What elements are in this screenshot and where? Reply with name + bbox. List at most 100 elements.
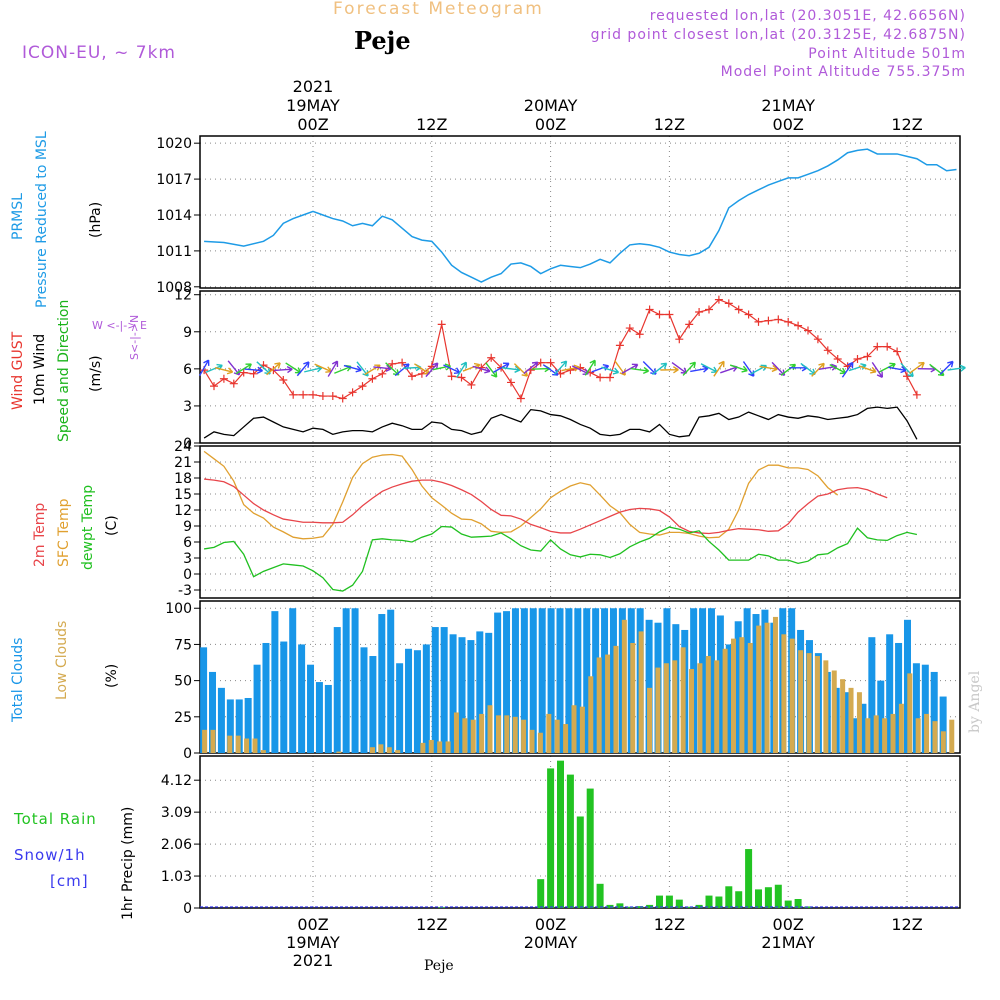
gust-point — [309, 390, 317, 399]
wind-direction-arrow-shape — [591, 363, 610, 373]
bottom-time-label: 12Z — [891, 915, 922, 934]
total-cloud-bar — [458, 637, 466, 753]
low-cloud-bar — [546, 713, 552, 753]
gust-point — [813, 335, 822, 344]
y-tick-label: -3 — [178, 583, 192, 599]
low-cloud-bar — [949, 719, 955, 753]
low-cloud-bar — [865, 718, 871, 753]
wind-direction-arrow — [198, 359, 210, 376]
gust-point — [447, 372, 456, 381]
gust-point — [784, 317, 793, 326]
rain-bar — [715, 896, 723, 908]
gust-point — [328, 392, 337, 401]
chart-title: Forecast Meteogram — [333, 0, 544, 19]
wind-direction-arrow — [501, 365, 521, 373]
total-cloud-bar — [387, 609, 395, 753]
gust-point — [734, 305, 743, 314]
gust-point — [744, 310, 753, 319]
wind-direction-arrow-shape — [682, 361, 697, 376]
low-cloud-bar — [689, 669, 695, 753]
wind-direction-arrow-shape — [858, 365, 877, 374]
total-cloud-bar — [503, 611, 511, 753]
total-cloud-bar — [476, 631, 484, 753]
y-tick-label: 3.09 — [161, 805, 192, 821]
total-cloud-bar — [280, 641, 288, 753]
y-tick-label: 21 — [174, 455, 192, 471]
top-time-label: 20MAY — [524, 96, 578, 115]
y-tick-label: 2.06 — [161, 837, 192, 853]
top-time-label: 21MAY — [761, 96, 815, 115]
total-cloud-bar — [743, 608, 751, 753]
total-cloud-bar — [315, 682, 323, 753]
gust-point — [665, 310, 674, 319]
low-cloud-bar — [462, 718, 468, 753]
y-tick-label: 0 — [183, 436, 192, 452]
total-cloud-bar — [734, 621, 742, 753]
wind-direction-arrow-shape — [841, 361, 854, 378]
wind-direction-arrow — [713, 360, 725, 377]
wind-direction-arrow-shape — [909, 361, 925, 374]
y-tick-label: 9 — [183, 325, 192, 341]
wind-direction-arrow — [651, 362, 668, 375]
rain-bar — [656, 895, 663, 908]
gust-point — [457, 373, 466, 382]
top-time-label: 00Z — [773, 115, 804, 134]
low-cloud-bar — [823, 660, 829, 753]
gust-point — [338, 394, 347, 403]
total-cloud-bar — [886, 634, 894, 753]
low-cloud-bar — [252, 738, 258, 753]
low-cloud-bar — [940, 731, 946, 753]
low-cloud-bar — [840, 679, 846, 753]
rain-bar — [576, 816, 584, 908]
total-cloud-bar — [895, 642, 903, 753]
wind-direction-arrow-shape — [373, 364, 392, 372]
low-cloud-bar — [437, 741, 443, 753]
low-cloud-bar — [789, 638, 795, 753]
requested-coords: requested lon,lat (20.3051E, 42.6656N) — [649, 8, 966, 24]
gust-point — [606, 373, 614, 382]
gust-point — [853, 354, 862, 363]
wind-direction-arrow — [601, 366, 620, 375]
wind-direction-arrow — [553, 360, 568, 376]
low-cloud-bar — [613, 645, 619, 753]
y-tick-label: 1008 — [156, 280, 192, 296]
y-tick-label: 3 — [183, 399, 192, 415]
gust-point — [299, 390, 308, 399]
total-cloud-bar — [226, 699, 234, 753]
low-cloud-bar — [831, 670, 837, 753]
bottom-time-label: 12Z — [416, 915, 447, 934]
gust-point — [883, 342, 892, 351]
total-cloud-bar — [520, 608, 528, 753]
gust-point — [675, 335, 684, 344]
rain-legend: Total Rain — [14, 810, 97, 828]
gust-point — [685, 320, 694, 329]
gust-point — [714, 295, 723, 304]
total-cloud-bar — [547, 608, 555, 753]
rain-bar — [596, 883, 604, 908]
low-cloud-bar — [244, 738, 250, 753]
wind-direction-arrow-shape — [780, 363, 797, 376]
gust-point — [596, 373, 605, 382]
low-cloud-bar — [722, 648, 728, 753]
gust-point — [566, 366, 575, 375]
y-tick-label: 1014 — [156, 208, 192, 224]
low-cloud-bar — [495, 715, 501, 753]
low-cloud-bar — [924, 713, 930, 753]
total-cloud-bar — [574, 608, 582, 753]
wind-direction-arrow-shape — [485, 362, 498, 378]
bottom-time-label: 00Z — [773, 915, 804, 934]
top-time-label: 12Z — [891, 115, 922, 134]
total-cloud-bar — [324, 684, 332, 753]
gust-point — [625, 324, 634, 333]
bottom-time-label: 12Z — [654, 915, 685, 934]
wind-direction-arrow-shape — [690, 365, 709, 373]
y-tick-label: 12 — [174, 288, 192, 304]
wind-direction-arrow-shape — [472, 365, 491, 374]
wind-direction-arrow — [523, 361, 539, 375]
total-cloud-bar — [529, 608, 537, 753]
rain-bar — [725, 886, 733, 908]
gust-point — [289, 390, 298, 399]
wind-direction-arrow-shape — [929, 363, 945, 377]
wind-direction-arrow — [858, 365, 877, 374]
y-tick-label: 9 — [183, 519, 192, 535]
